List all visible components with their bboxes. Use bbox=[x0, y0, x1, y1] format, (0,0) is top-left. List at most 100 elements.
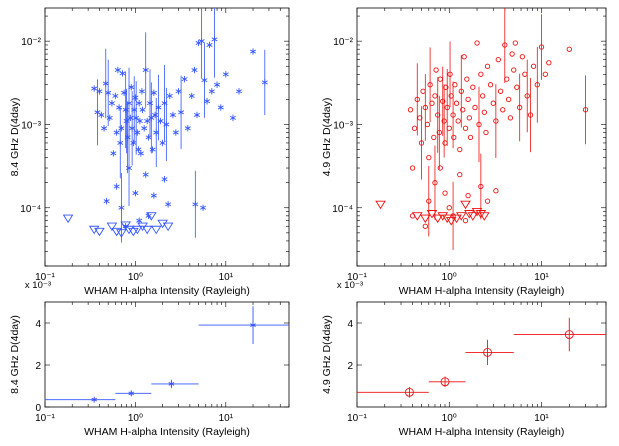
y-tick-label: 10⁻² bbox=[333, 37, 353, 48]
data-point bbox=[432, 180, 438, 186]
data-point bbox=[495, 56, 501, 63]
data-point bbox=[500, 107, 506, 113]
data-point bbox=[152, 111, 159, 119]
axes-frame bbox=[356, 7, 607, 267]
data-point bbox=[261, 79, 268, 86]
upper-limit-point bbox=[106, 222, 118, 232]
data-point bbox=[522, 71, 528, 77]
y-tick-label: 10⁻⁴ bbox=[20, 204, 41, 215]
data-point bbox=[440, 98, 446, 104]
data-point bbox=[490, 100, 496, 106]
upper-limit-point bbox=[132, 225, 143, 235]
data-point bbox=[98, 111, 105, 119]
y-multiplier-label: x 10⁻³ bbox=[337, 280, 363, 291]
data-point bbox=[534, 82, 540, 88]
x-tick-label: 10⁻¹ bbox=[35, 413, 55, 424]
data-point bbox=[483, 347, 492, 357]
x-tick-label: 10⁰ bbox=[128, 413, 143, 424]
data-point bbox=[484, 198, 491, 204]
y-tick-label: 4 bbox=[35, 319, 41, 330]
data-point bbox=[483, 129, 489, 136]
data-point bbox=[527, 112, 534, 118]
data-point bbox=[139, 106, 146, 113]
data-point bbox=[108, 99, 115, 107]
data-point bbox=[114, 66, 121, 74]
x-ticks bbox=[44, 302, 290, 407]
data-point bbox=[519, 54, 526, 60]
data-point bbox=[200, 204, 207, 211]
data-point bbox=[443, 84, 449, 90]
data-point bbox=[136, 99, 143, 107]
data-point bbox=[165, 201, 172, 208]
data-point bbox=[157, 117, 164, 125]
data-point bbox=[150, 89, 157, 96]
data-point bbox=[124, 134, 131, 141]
data-point bbox=[470, 84, 476, 90]
data-point bbox=[457, 171, 463, 178]
data-point bbox=[169, 111, 176, 119]
data-point bbox=[138, 88, 145, 95]
data-point bbox=[458, 88, 464, 94]
data-point bbox=[144, 117, 151, 125]
data-point bbox=[146, 99, 154, 107]
data-point bbox=[155, 104, 162, 111]
data-point bbox=[145, 134, 152, 141]
data-point bbox=[128, 390, 135, 397]
axes-frame bbox=[44, 301, 290, 408]
data-marks bbox=[375, 8, 589, 250]
data-point bbox=[118, 125, 125, 132]
data-point bbox=[451, 134, 457, 141]
data-point bbox=[446, 125, 452, 131]
x-ticks bbox=[356, 8, 607, 266]
data-point bbox=[464, 76, 470, 82]
data-point bbox=[441, 118, 447, 124]
data-point bbox=[407, 107, 414, 113]
x-axis-label: WHAM H-alpha Intensity (Rayleigh) bbox=[84, 285, 250, 297]
data-point bbox=[462, 218, 469, 224]
data-point bbox=[119, 70, 126, 77]
data-point bbox=[116, 104, 123, 111]
upper-limit-point bbox=[437, 212, 449, 221]
data-point bbox=[504, 76, 510, 82]
data-point bbox=[110, 150, 117, 157]
data-point bbox=[462, 125, 469, 131]
upper-limit-point bbox=[479, 212, 490, 221]
data-point bbox=[411, 125, 418, 131]
upper-limit-point bbox=[62, 214, 74, 224]
data-point bbox=[564, 330, 574, 339]
data-point bbox=[509, 51, 515, 57]
data-point bbox=[106, 114, 113, 122]
x-tick-label: 10¹ bbox=[219, 413, 234, 424]
data-point bbox=[132, 94, 139, 101]
data-point bbox=[481, 109, 487, 115]
y-axis-label: 4.9 GHz D(4day) bbox=[321, 315, 333, 394]
data-point bbox=[429, 100, 435, 106]
upper-limit-point bbox=[426, 210, 438, 219]
data-point bbox=[105, 89, 112, 96]
x-tick-label: 10⁻¹ bbox=[347, 413, 367, 424]
data-point bbox=[117, 139, 124, 147]
upper-limit-point bbox=[451, 214, 462, 224]
y-axis-label: 8.4 GHz D(4day) bbox=[9, 98, 21, 177]
data-point bbox=[103, 197, 110, 205]
x-ticks bbox=[44, 8, 290, 266]
data-point bbox=[198, 37, 205, 45]
upper-limit-point bbox=[432, 214, 444, 224]
x-tick-label: 10¹ bbox=[219, 272, 234, 283]
data-point bbox=[460, 107, 466, 113]
data-point bbox=[91, 85, 98, 92]
data-point bbox=[123, 117, 130, 125]
data-point bbox=[511, 67, 517, 73]
y-axis-label: 8.4 GHz D(4day) bbox=[9, 315, 21, 394]
data-point bbox=[149, 146, 156, 153]
data-point bbox=[414, 96, 420, 103]
data-point bbox=[517, 104, 523, 111]
x-tick-label: 10⁻¹ bbox=[35, 272, 55, 283]
data-point bbox=[418, 140, 425, 146]
data-point bbox=[433, 67, 439, 73]
data-point bbox=[512, 40, 518, 46]
data-point bbox=[137, 150, 144, 157]
data-point bbox=[201, 76, 208, 84]
data-marks bbox=[357, 317, 606, 398]
